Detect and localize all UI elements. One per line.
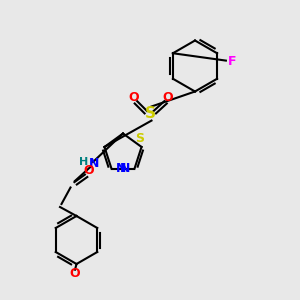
Text: N: N <box>116 162 126 175</box>
Text: H: H <box>80 157 88 167</box>
Text: S: S <box>145 106 155 122</box>
Text: O: O <box>83 164 94 178</box>
Text: O: O <box>163 91 173 104</box>
Text: O: O <box>128 91 139 104</box>
Text: O: O <box>70 267 80 280</box>
Text: S: S <box>136 132 145 145</box>
Text: F: F <box>228 55 236 68</box>
Text: N: N <box>120 162 130 175</box>
Text: N: N <box>89 157 100 170</box>
